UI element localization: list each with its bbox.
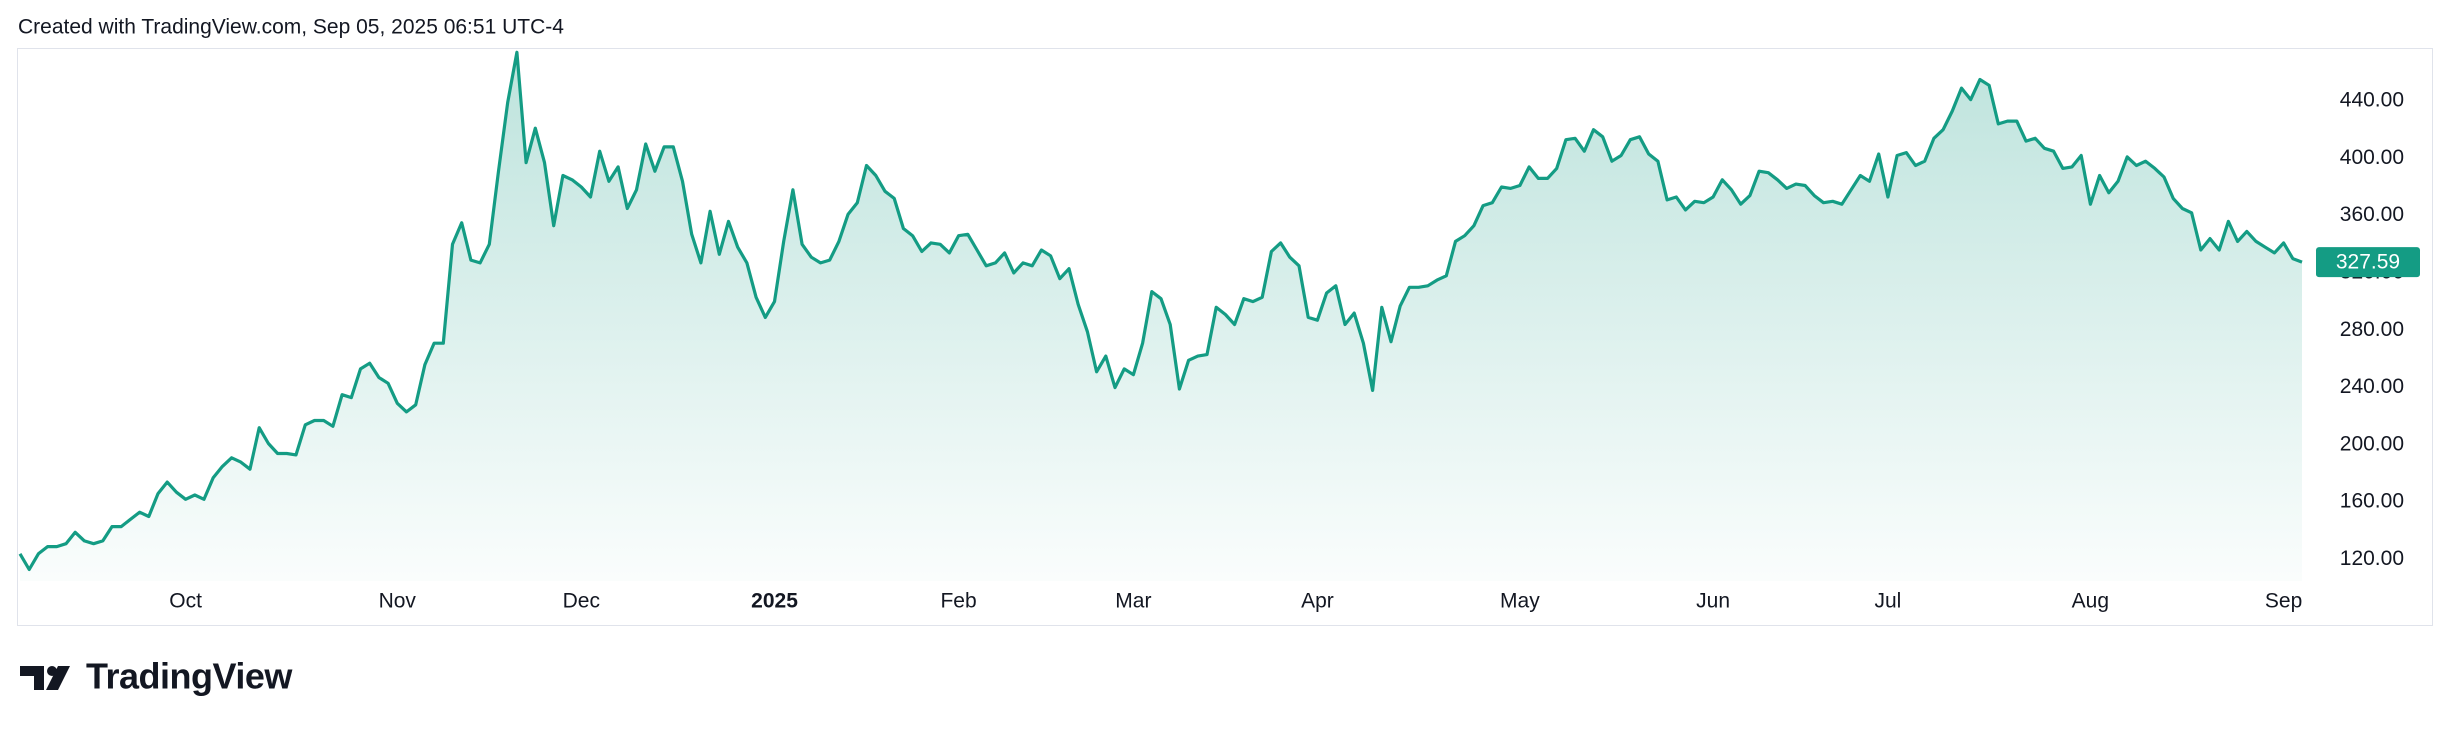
brand-logo: TradingView <box>20 656 294 697</box>
x-tick-label: Jul <box>1874 590 1901 613</box>
source-note: Created with TradingView.com, Sep 05, 20… <box>18 16 564 39</box>
brand-name: TradingView <box>86 656 293 697</box>
chart-frame <box>17 48 2433 626</box>
x-tick-label: Dec <box>563 590 600 613</box>
y-tick-label: 440.00 <box>2340 89 2404 112</box>
y-tick-label: 120.00 <box>2340 547 2404 570</box>
y-tick-label: 240.00 <box>2340 375 2404 398</box>
logo-mark <box>20 666 44 690</box>
y-tick-label: 400.00 <box>2340 146 2404 169</box>
x-tick-label: Feb <box>940 590 976 613</box>
x-tick-label: May <box>1500 590 1540 613</box>
x-tick-label: Apr <box>1301 590 1334 613</box>
x-tick-label: 2025 <box>751 590 798 613</box>
x-tick-label: Jun <box>1696 590 1730 613</box>
x-tick-label: Aug <box>2072 590 2109 613</box>
x-tick-label: Oct <box>169 590 202 613</box>
y-tick-label: 160.00 <box>2340 490 2404 513</box>
x-tick-label: Sep <box>2265 590 2302 613</box>
x-tick-label: Mar <box>1115 590 1151 613</box>
y-tick-label: 200.00 <box>2340 432 2404 455</box>
last-price-label: 327.59 <box>2336 251 2400 274</box>
y-tick-label: 360.00 <box>2340 203 2404 226</box>
last-price-box <box>2316 247 2420 278</box>
logo-slash <box>46 666 70 690</box>
area-fill <box>20 52 2302 582</box>
price-line <box>18 50 2303 572</box>
x-tick-label: Nov <box>379 590 417 613</box>
y-tick-label: 280.00 <box>2340 318 2404 341</box>
